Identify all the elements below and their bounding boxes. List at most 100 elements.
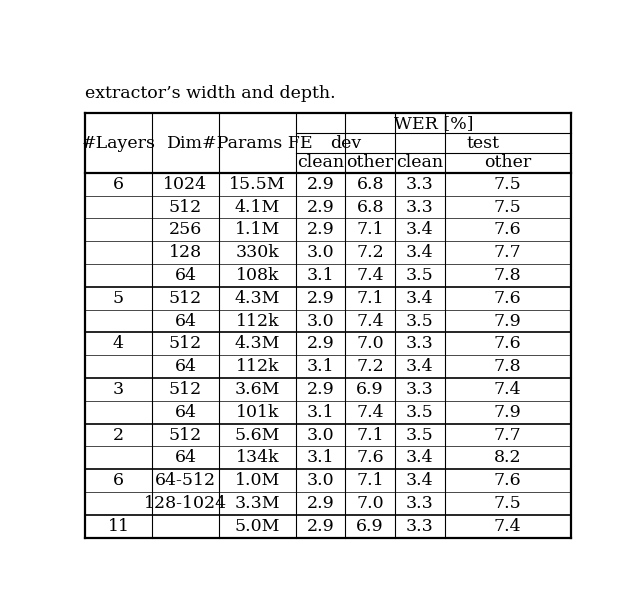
Text: 112k: 112k — [236, 313, 279, 329]
Text: 3.6M: 3.6M — [235, 381, 280, 398]
Text: 2.9: 2.9 — [307, 198, 335, 215]
Text: 3.5: 3.5 — [406, 267, 434, 284]
Text: 3.3: 3.3 — [406, 198, 434, 215]
Text: 7.4: 7.4 — [356, 404, 384, 420]
Text: 3: 3 — [113, 381, 124, 398]
Text: 3.3: 3.3 — [406, 495, 434, 512]
Text: 3.4: 3.4 — [406, 289, 433, 307]
Text: 2.9: 2.9 — [307, 381, 335, 398]
Text: 7.6: 7.6 — [494, 335, 522, 353]
Text: #Params FE: #Params FE — [202, 135, 312, 152]
Text: 7.1: 7.1 — [356, 427, 384, 444]
Text: 5.6M: 5.6M — [235, 427, 280, 444]
Text: other: other — [346, 154, 394, 171]
Text: 3.4: 3.4 — [406, 472, 433, 489]
Text: 7.5: 7.5 — [494, 176, 522, 193]
Text: 7.7: 7.7 — [494, 244, 522, 261]
Text: 7.0: 7.0 — [356, 495, 384, 512]
Text: #Layers: #Layers — [81, 135, 156, 152]
Text: 256: 256 — [169, 222, 202, 238]
Text: 4.3M: 4.3M — [235, 335, 280, 353]
Text: 512: 512 — [169, 381, 202, 398]
Text: 6.8: 6.8 — [356, 176, 384, 193]
Text: 330k: 330k — [236, 244, 279, 261]
Text: 7.6: 7.6 — [356, 449, 384, 466]
Text: 3.0: 3.0 — [307, 427, 334, 444]
Text: 2: 2 — [113, 427, 124, 444]
Text: clean: clean — [396, 154, 444, 171]
Text: 6.9: 6.9 — [356, 518, 384, 535]
Text: 7.1: 7.1 — [356, 289, 384, 307]
Text: extractor’s width and depth.: extractor’s width and depth. — [85, 85, 335, 102]
Text: 7.6: 7.6 — [494, 289, 522, 307]
Text: 2.9: 2.9 — [307, 495, 335, 512]
Text: 6: 6 — [113, 472, 124, 489]
Text: 7.9: 7.9 — [494, 404, 522, 420]
Text: 108k: 108k — [236, 267, 279, 284]
Text: 4: 4 — [113, 335, 124, 353]
Text: 128-1024: 128-1024 — [144, 495, 227, 512]
Text: 3.1: 3.1 — [307, 358, 334, 375]
Text: 3.4: 3.4 — [406, 222, 433, 238]
Text: 7.4: 7.4 — [494, 518, 522, 535]
Text: 11: 11 — [108, 518, 129, 535]
Text: 7.1: 7.1 — [356, 222, 384, 238]
Text: 7.7: 7.7 — [494, 427, 522, 444]
Text: 7.1: 7.1 — [356, 472, 384, 489]
Text: 7.2: 7.2 — [356, 358, 384, 375]
Text: 101k: 101k — [236, 404, 279, 420]
Text: 1.1M: 1.1M — [235, 222, 280, 238]
Text: 7.6: 7.6 — [494, 222, 522, 238]
Text: 3.0: 3.0 — [307, 244, 334, 261]
Text: 7.5: 7.5 — [494, 495, 522, 512]
Text: 2.9: 2.9 — [307, 176, 335, 193]
Text: 7.8: 7.8 — [494, 358, 522, 375]
Text: 512: 512 — [169, 198, 202, 215]
Text: test: test — [467, 135, 499, 152]
Text: 112k: 112k — [236, 358, 279, 375]
Text: 3.5: 3.5 — [406, 313, 434, 329]
Text: other: other — [484, 154, 531, 171]
Text: 7.8: 7.8 — [494, 267, 522, 284]
Text: 8.2: 8.2 — [494, 449, 522, 466]
Text: 7.6: 7.6 — [494, 472, 522, 489]
Text: 5.0M: 5.0M — [235, 518, 280, 535]
Text: 3.4: 3.4 — [406, 358, 433, 375]
Text: 512: 512 — [169, 335, 202, 353]
Text: 64: 64 — [174, 358, 196, 375]
Text: 7.0: 7.0 — [356, 335, 384, 353]
Text: 7.9: 7.9 — [494, 313, 522, 329]
Text: 64: 64 — [174, 404, 196, 420]
Text: 3.3: 3.3 — [406, 335, 434, 353]
Text: 3.3M: 3.3M — [234, 495, 280, 512]
Text: 2.9: 2.9 — [307, 518, 335, 535]
Text: 64-512: 64-512 — [155, 472, 216, 489]
Text: 512: 512 — [169, 427, 202, 444]
Text: 7.4: 7.4 — [356, 267, 384, 284]
Text: 3.1: 3.1 — [307, 449, 334, 466]
Text: 512: 512 — [169, 289, 202, 307]
Text: 3.3: 3.3 — [406, 381, 434, 398]
Text: 6.9: 6.9 — [356, 381, 384, 398]
Text: 1024: 1024 — [163, 176, 207, 193]
Text: 3.5: 3.5 — [406, 427, 434, 444]
Text: 3.3: 3.3 — [406, 518, 434, 535]
Text: 3.3: 3.3 — [406, 176, 434, 193]
Text: clean: clean — [297, 154, 344, 171]
Text: 4.1M: 4.1M — [235, 198, 280, 215]
Text: 7.4: 7.4 — [494, 381, 522, 398]
Text: 7.4: 7.4 — [356, 313, 384, 329]
Text: dev: dev — [330, 135, 361, 152]
Text: 64: 64 — [174, 313, 196, 329]
Text: 3.1: 3.1 — [307, 267, 334, 284]
Text: 134k: 134k — [236, 449, 279, 466]
Text: 6.8: 6.8 — [356, 198, 384, 215]
Text: 3.4: 3.4 — [406, 244, 433, 261]
Text: 4.3M: 4.3M — [235, 289, 280, 307]
Text: 1.0M: 1.0M — [235, 472, 280, 489]
Text: 64: 64 — [174, 267, 196, 284]
Text: 5: 5 — [113, 289, 124, 307]
Text: 2.9: 2.9 — [307, 222, 335, 238]
Text: 3.5: 3.5 — [406, 404, 434, 420]
Text: 3.4: 3.4 — [406, 449, 433, 466]
